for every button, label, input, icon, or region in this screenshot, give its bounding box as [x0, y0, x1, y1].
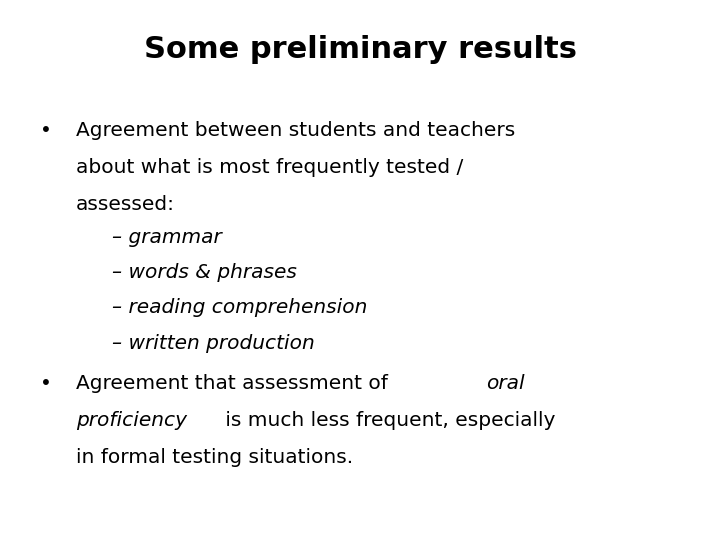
Text: – reading comprehension: – reading comprehension	[112, 299, 367, 318]
Text: •: •	[40, 122, 51, 140]
Text: – written production: – written production	[112, 334, 315, 353]
Text: about what is most frequently tested /: about what is most frequently tested /	[76, 158, 463, 177]
Text: oral: oral	[486, 374, 525, 393]
Text: assessed:: assessed:	[76, 195, 174, 214]
Text: – grammar: – grammar	[112, 228, 221, 247]
Text: Agreement that assessment of: Agreement that assessment of	[76, 374, 394, 393]
Text: – words & phrases: – words & phrases	[112, 264, 297, 282]
Text: proficiency: proficiency	[76, 411, 186, 430]
Text: in formal testing situations.: in formal testing situations.	[76, 448, 353, 467]
Text: Some preliminary results: Some preliminary results	[143, 35, 577, 64]
Text: Agreement between students and teachers: Agreement between students and teachers	[76, 122, 515, 140]
Text: •: •	[40, 374, 51, 393]
Text: is much less frequent, especially: is much less frequent, especially	[219, 411, 555, 430]
